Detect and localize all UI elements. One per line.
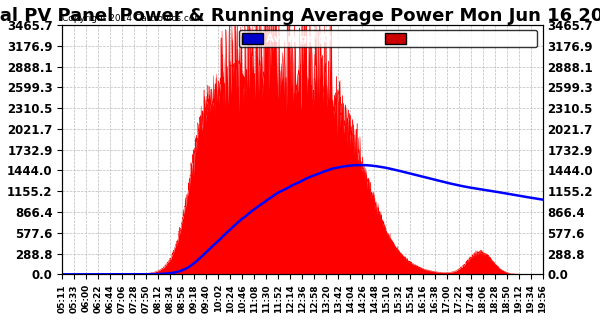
Title: Total PV Panel Power & Running Average Power Mon Jun 16 20:14: Total PV Panel Power & Running Average P… — [0, 7, 600, 25]
Text: Copyright 2014 Cartronics.com: Copyright 2014 Cartronics.com — [62, 14, 203, 23]
Legend: Average (DC Watts), PV Panels (DC Watts): Average (DC Watts), PV Panels (DC Watts) — [239, 30, 538, 47]
